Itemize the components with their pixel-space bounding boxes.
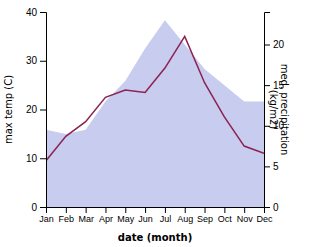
y2-axis-title-line: med. precipitation: [279, 64, 290, 156]
y-tick-label: 10: [26, 153, 38, 164]
x-tick-label: Mar: [78, 214, 94, 224]
x-tick-label: Apr: [99, 214, 113, 224]
x-tick: Oct: [218, 207, 233, 224]
x-tick-label: Dec: [256, 214, 273, 224]
y2-tick-mark: [264, 207, 270, 208]
x-tick-mark: [105, 207, 106, 213]
y-tick-mark: [40, 158, 46, 159]
y-tick: 30: [26, 55, 46, 66]
y-tick-label: 20: [26, 104, 38, 115]
x-tick-mark: [86, 207, 87, 213]
x-tick-mark: [224, 207, 225, 213]
y-tick: 20: [26, 104, 46, 115]
y2-tick-mark: [264, 85, 270, 86]
x-tick: Mar: [78, 207, 94, 224]
x-tick: Apr: [99, 207, 113, 224]
x-tick-mark: [125, 207, 126, 213]
x-tick-label: Jan: [39, 214, 54, 224]
y-tick: 0: [31, 202, 46, 213]
y-tick-label: 0: [31, 202, 37, 213]
y2-tick-mark: [264, 45, 270, 46]
y-tick-label: 40: [26, 7, 38, 18]
y-axis-title: max temp (C): [3, 75, 14, 144]
x-tick-mark: [66, 207, 67, 213]
y-axis-line: [40, 13, 47, 208]
x-tick-label: Jun: [138, 214, 153, 224]
x-tick: Feb: [59, 207, 75, 224]
x-tick-mark: [244, 207, 245, 213]
y-tick-label: 30: [26, 55, 38, 66]
y-axis: 0 10 20 30 40: [26, 7, 47, 213]
y2-tick-label: 0: [273, 202, 279, 213]
x-tick: Sep: [197, 207, 213, 224]
y-tick-mark: [40, 207, 46, 208]
line: [46, 36, 264, 160]
y2-axis-title: med. precipitation(kg/m2): [268, 64, 291, 156]
x-tick: Dec: [256, 207, 273, 224]
chart: JanFebMarAprMayJunJulAugSepOctNovDec0102…: [0, 0, 318, 247]
x-axis-title: date (month): [118, 232, 192, 243]
x-tick-label: Oct: [218, 214, 233, 224]
x-axis: Jan FebMar Apr MayJun Jul Aug Sep Oct NovDec: [39, 207, 273, 224]
x-tick-label: Sep: [197, 214, 213, 224]
x-tick: Aug: [177, 207, 193, 224]
x-tick-mark: [165, 207, 166, 213]
x-tick: Nov: [237, 207, 254, 224]
x-tick: Jun: [138, 207, 153, 224]
y-tick: 40: [26, 7, 46, 18]
x-tick: Jul: [160, 207, 172, 224]
x-axis-line: [47, 208, 265, 214]
y-tick-mark: [40, 12, 46, 13]
y2-tick-label: 5: [273, 161, 279, 172]
y-tick-mark: [40, 61, 46, 62]
area: [46, 20, 264, 207]
x-tick-label: Aug: [177, 214, 193, 224]
marks: [46, 20, 264, 207]
x-tick-mark: [185, 207, 186, 213]
y2-tick: 20: [264, 39, 285, 50]
x-tick: May: [117, 207, 135, 224]
y2-tick-label: 20: [273, 39, 285, 50]
x-tick-mark: [145, 207, 146, 213]
y2-tick: 5: [264, 161, 279, 172]
y-tick: 10: [26, 153, 46, 164]
x-tick-mark: [205, 207, 206, 213]
x-tick-label: Jul: [160, 214, 172, 224]
x-tick-label: Nov: [237, 214, 254, 224]
y2-tick-mark: [264, 166, 270, 167]
plot: JanFebMarAprMayJunJulAugSepOctNovDec0102…: [26, 7, 285, 225]
y2-tick: 0: [264, 202, 279, 213]
x-tick-label: Feb: [59, 214, 75, 224]
x-tick: Jan: [39, 207, 54, 224]
y2-axis-title-line: (kg/m2): [268, 90, 279, 130]
y-tick-mark: [40, 110, 46, 111]
x-tick-label: May: [117, 214, 135, 224]
